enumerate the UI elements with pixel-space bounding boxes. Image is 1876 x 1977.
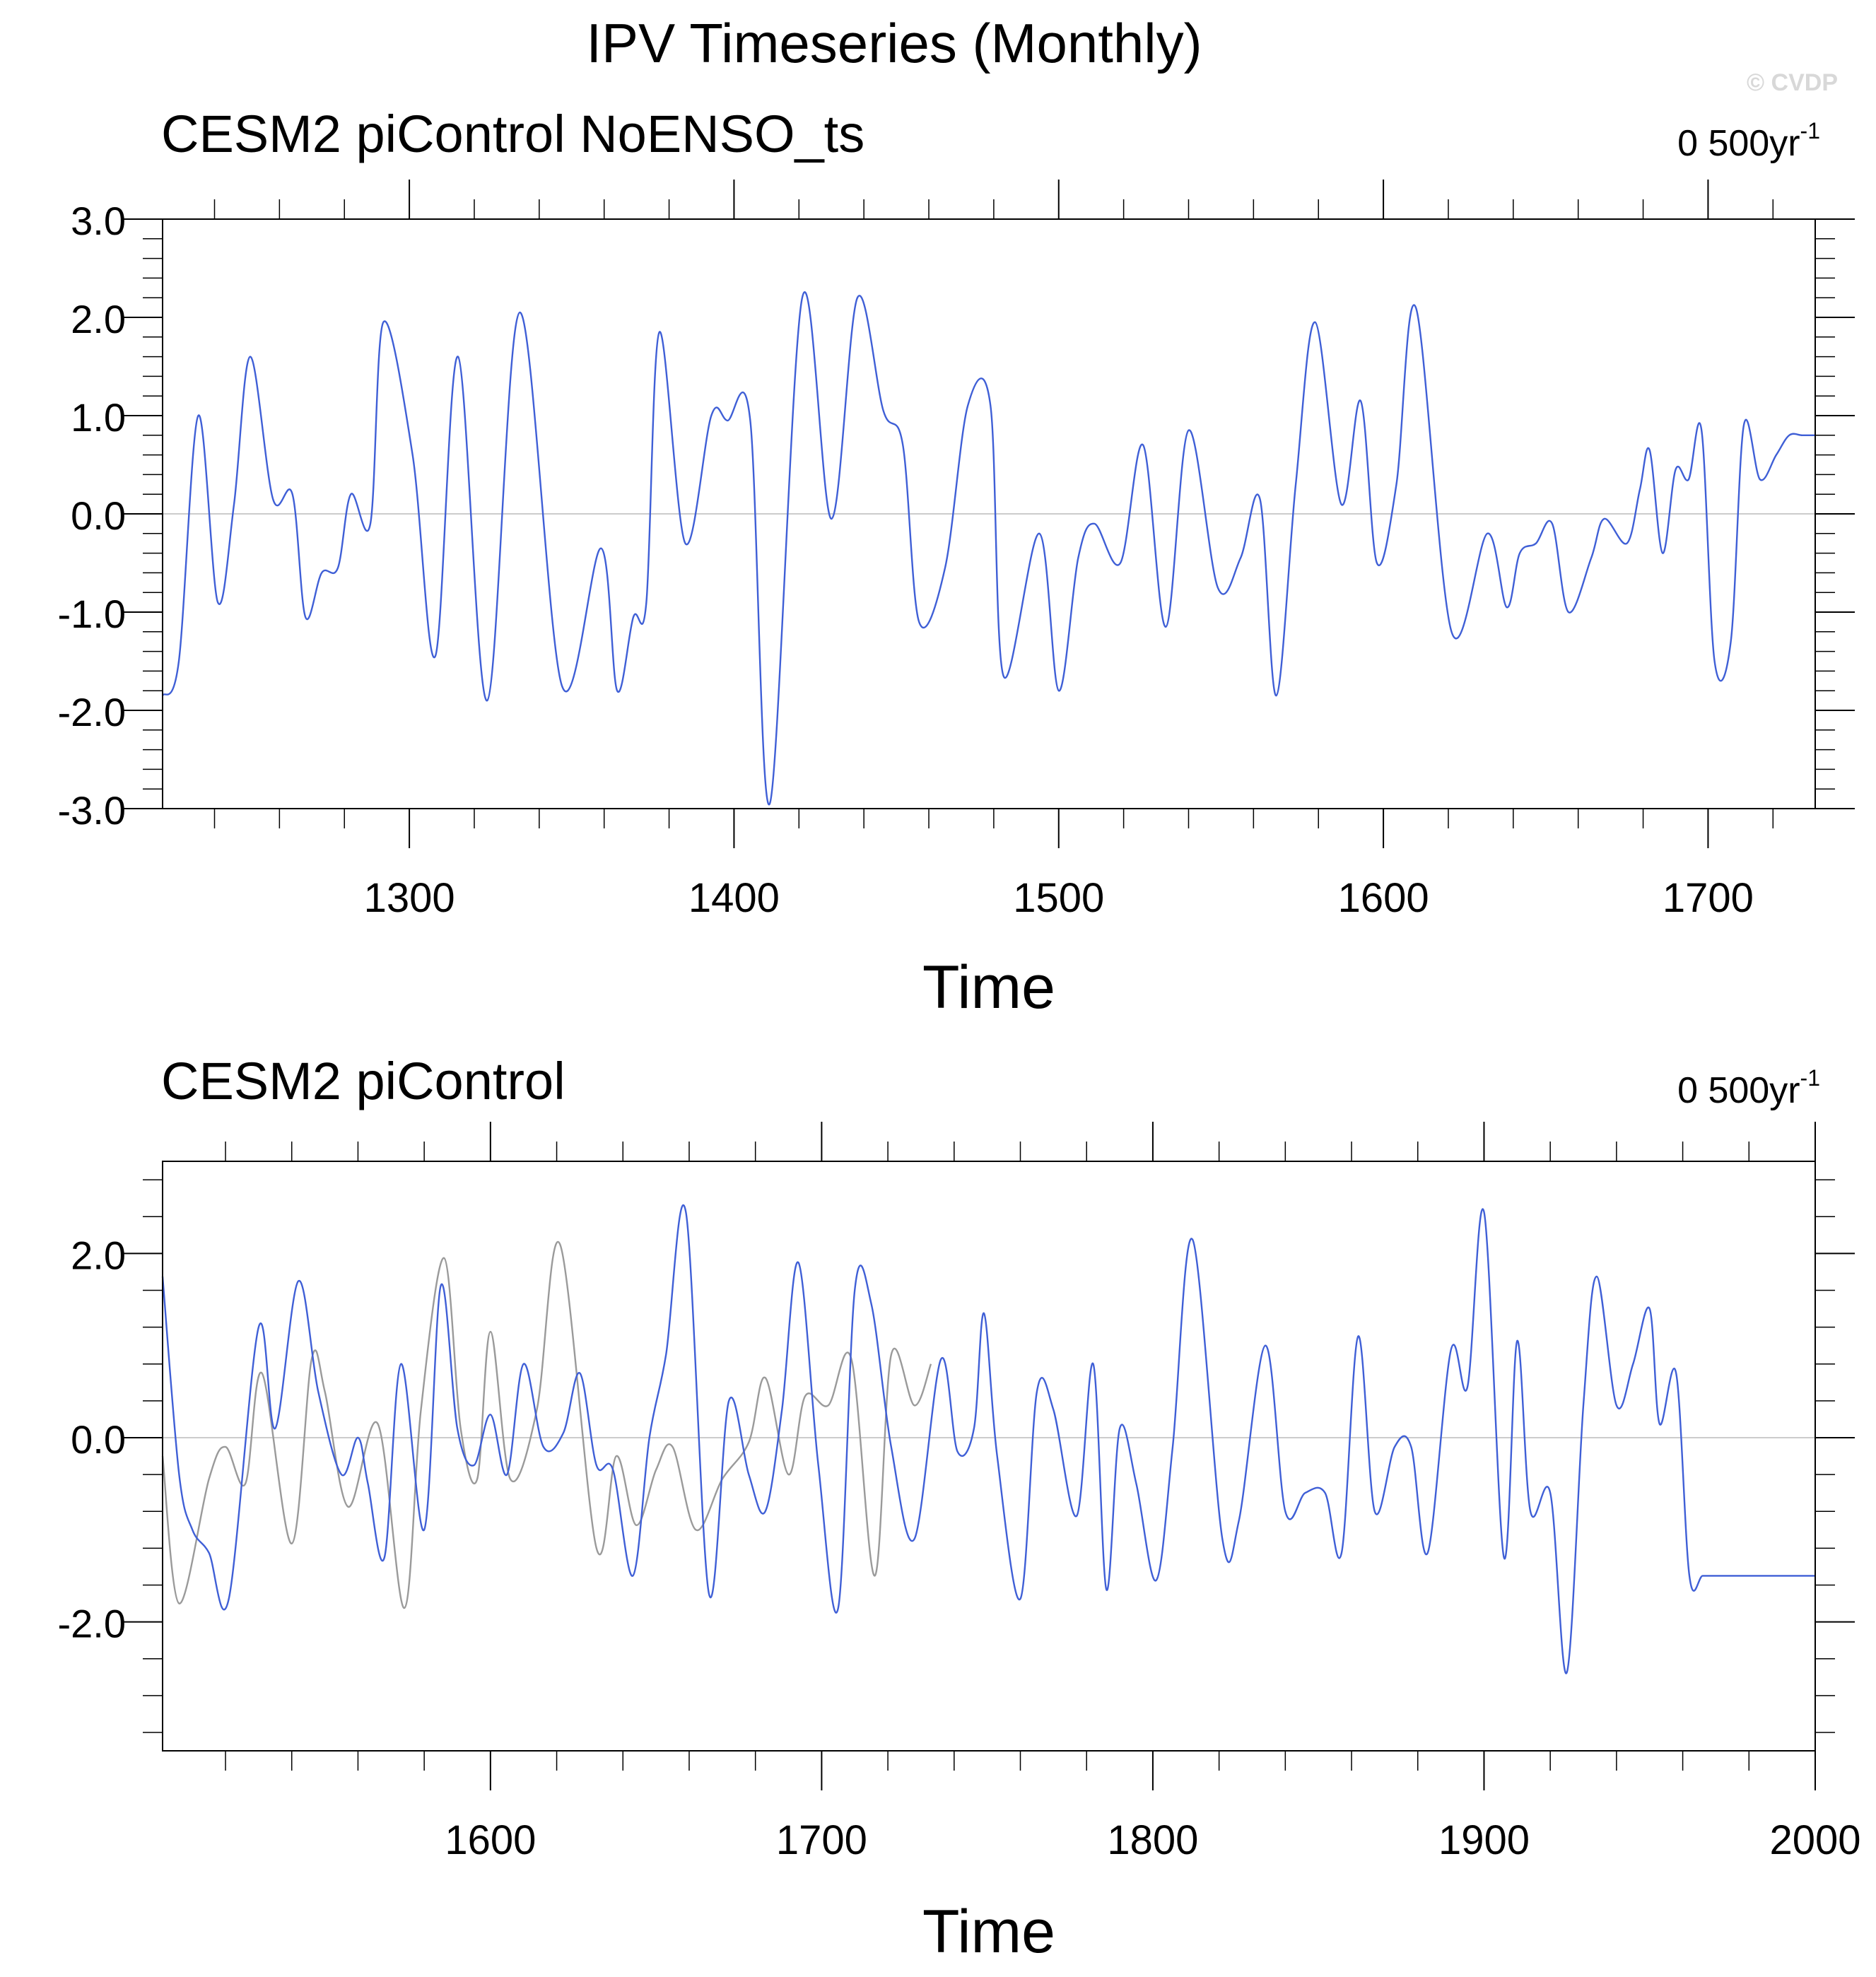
panel-bottom-y-tick-label: -2.0	[58, 1602, 127, 1646]
panel-top-y-tick-label: 3.0	[71, 199, 126, 243]
panel-top-y-tick-label: 1.0	[71, 395, 126, 440]
panel-top: CESM2 piControl NoENSO_ts 0 500yr-1 -3.0…	[58, 105, 1855, 1021]
panel-bottom: CESM2 piControl 0 500yr-1 -2.0 0.0 2.0 1600…	[58, 1052, 1861, 1966]
figure-title: IPV Timeseries (Monthly)	[586, 12, 1202, 74]
panel-top-y-tick-label: 0.0	[71, 493, 126, 538]
panel-bottom-x-tick-label: 1700	[776, 1817, 867, 1863]
panel-top-y-tick-label: -1.0	[58, 592, 127, 636]
panel-top-trend: 0 500yr-1	[1677, 118, 1820, 164]
panel-bottom-x-tick-label: 2000	[1769, 1817, 1860, 1863]
panel-top-y-tick-label: -3.0	[58, 788, 127, 833]
panel-bottom-title: CESM2 piControl	[161, 1052, 565, 1110]
panel-top-y-tick-label: -2.0	[58, 690, 127, 734]
panel-bottom-x-axis-label: Time	[922, 1898, 1055, 1966]
panel-top-x-tick-label: 1500	[1013, 875, 1104, 921]
panel-bottom-y-tick-label: 2.0	[71, 1233, 126, 1277]
panel-top-x-tick-label: 1700	[1663, 875, 1754, 921]
panel-bottom-series-primary-line	[161, 1204, 1815, 1674]
panel-top-title: CESM2 piControl NoENSO_ts	[161, 105, 864, 163]
panel-top-y-tick-label: 2.0	[71, 297, 126, 341]
panel-bottom-y-tick-label: 0.0	[71, 1417, 126, 1462]
panel-top-series-primary-line	[161, 291, 1815, 806]
panel-top-x-tick-label: 1400	[688, 875, 780, 921]
panel-bottom-trend: 0 500yr-1	[1677, 1065, 1820, 1111]
panel-bottom-x-tick-label: 1800	[1107, 1817, 1198, 1863]
panel-bottom-x-tick-label: 1900	[1438, 1817, 1530, 1863]
copyright-label: © CVDP	[1747, 69, 1838, 96]
panel-top-x-axis-label: Time	[922, 954, 1055, 1021]
panel-bottom-plot-frame	[162, 1161, 1816, 1752]
panel-top-x-tick-label: 1300	[364, 875, 455, 921]
panel-bottom-series-reference-line	[161, 1240, 932, 1609]
panel-top-x-tick-label: 1600	[1338, 875, 1429, 921]
panel-bottom-x-tick-label: 1600	[445, 1817, 536, 1863]
